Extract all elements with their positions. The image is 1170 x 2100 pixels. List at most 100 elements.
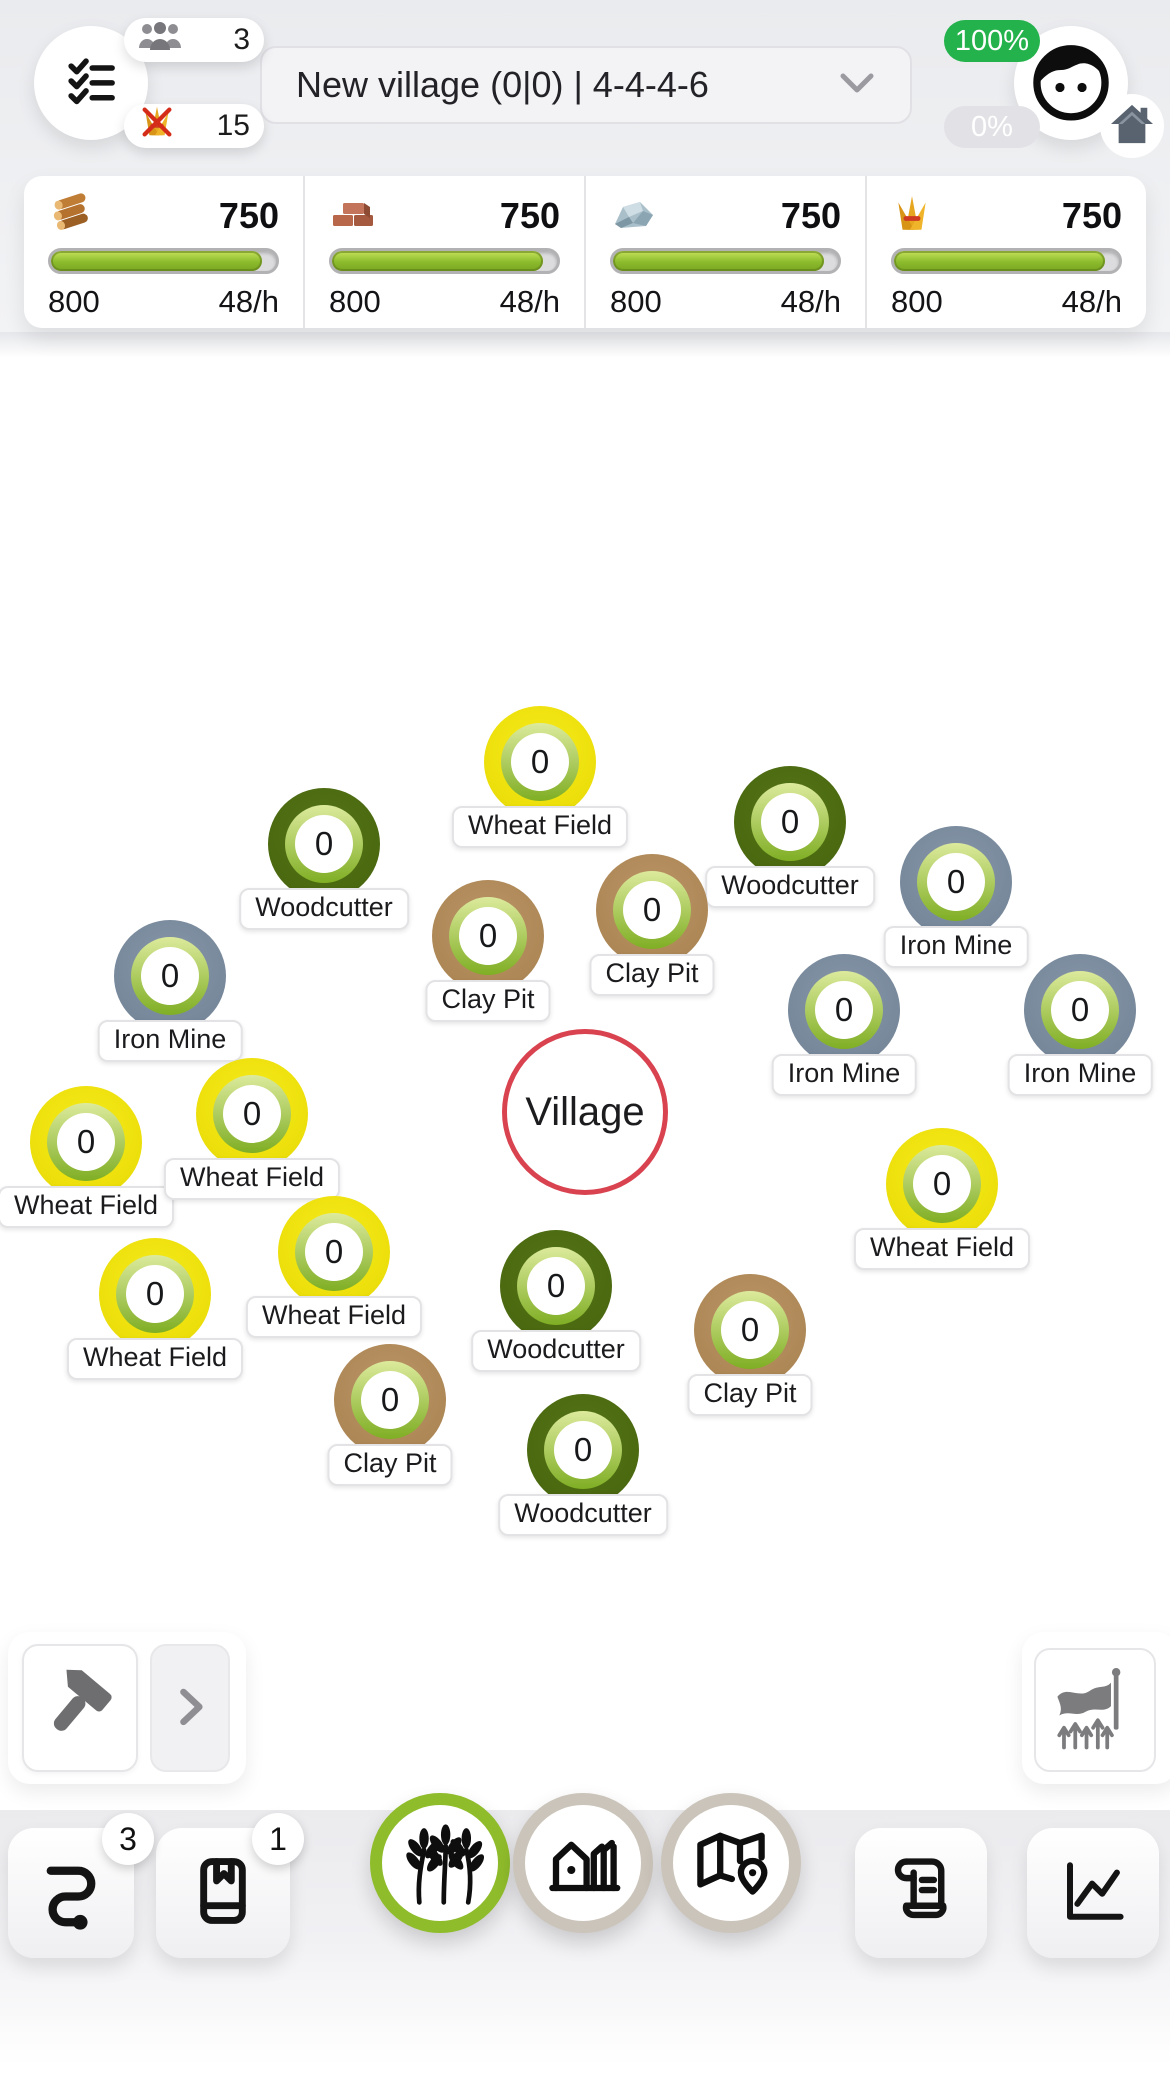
field-label: Woodcutter [239,888,409,930]
crop-warning-badge[interactable]: 15 [124,104,264,148]
field-label: Wheat Field [853,1228,1031,1270]
field-level-badge: 0 [285,805,363,883]
wood-rate: 48/h [218,284,279,319]
field-level-badge: 0 [751,783,829,861]
field-level-badge: 0 [47,1103,125,1181]
home-button[interactable] [1100,94,1164,158]
troops-button[interactable] [1034,1648,1156,1772]
field-label: Wheat Field [163,1158,341,1200]
clay-amount: 750 [499,195,560,236]
field-label: Iron Mine [771,1054,917,1096]
field-label: Wheat Field [0,1186,175,1228]
village-center[interactable]: Village [502,1029,668,1195]
resource-field-clay[interactable]: 0 Clay Pit [687,1274,813,1416]
wood-capacity: 800 [48,284,100,319]
wood-amount: 750 [218,195,279,236]
nav-buildings-tab[interactable] [513,1793,653,1933]
resource-field-clay[interactable]: 0 Clay Pit [327,1344,453,1486]
resource-cell-clay[interactable]: 750 800 48/h [303,176,584,328]
clay-storage-bar [329,248,560,274]
resource-field-wheat[interactable]: 0 Wheat Field [853,1128,1031,1270]
scroll-icon [875,1845,967,1942]
wheat-icon [393,1814,487,1913]
field-level-badge: 0 [449,897,527,975]
wood-storage-bar [48,248,279,274]
quests-count: 1 [252,1813,304,1865]
village-selector[interactable]: New village (0|0) | 4-4-4-6 [260,46,912,124]
field-level-badge: 0 [805,971,883,1049]
chevron-down-icon [838,71,876,100]
resource-field-wood[interactable]: 0 Woodcutter [471,1230,641,1372]
nav-statistics-button[interactable] [1027,1828,1159,1958]
clay-capacity: 800 [329,284,381,319]
iron-capacity: 800 [610,284,662,319]
resource-bar: 750 800 48/h 750 800 48 [24,176,1146,328]
field-label: Clay Pit [425,980,551,1022]
nav-reports-button[interactable] [855,1828,987,1958]
field-level-badge: 0 [501,723,579,801]
iron-amount: 750 [780,195,841,236]
field-level-badge: 0 [351,1361,429,1439]
members-count: 3 [233,23,250,56]
resource-field-wheat[interactable]: 0 Wheat Field [451,706,629,848]
resource-cell-crop[interactable]: 750 800 48/h [865,176,1146,328]
field-label: Clay Pit [589,954,715,996]
crop-rate: 48/h [1061,284,1122,319]
field-label: Clay Pit [327,1444,453,1486]
resource-field-clay[interactable]: 0 Clay Pit [425,880,551,1022]
resource-field-wood[interactable]: 0 Woodcutter [498,1394,668,1536]
field-label: Wheat Field [245,1296,423,1338]
progress-percent-badge: 0% [944,106,1040,148]
resource-field-wood[interactable]: 0 Woodcutter [239,788,409,930]
clay-rate: 48/h [499,284,560,319]
crop-capacity: 800 [891,284,943,319]
iron-storage-bar [610,248,841,274]
resource-field-iron[interactable]: 0 Iron Mine [771,954,917,1096]
toolbar-expand-button[interactable] [150,1644,230,1772]
field-level-badge: 0 [116,1255,194,1333]
resource-field-iron[interactable]: 0 Iron Mine [1007,954,1153,1096]
resource-cell-wood[interactable]: 750 800 48/h [24,176,303,328]
resource-field-wheat[interactable]: 0 Wheat Field [245,1196,423,1338]
field-level-badge: 0 [544,1411,622,1489]
chevron-right-icon [162,1678,218,1739]
field-level-badge: 0 [517,1247,595,1325]
nav-resources-tab[interactable] [370,1793,510,1933]
chart-icon [1047,1845,1139,1942]
field-label: Clay Pit [687,1374,813,1416]
clay-icon [329,192,377,241]
resource-field-wheat[interactable]: 0 Wheat Field [163,1058,341,1200]
field-label: Woodcutter [498,1494,668,1536]
route-icon [25,1845,117,1942]
field-label: Woodcutter [471,1330,641,1372]
field-level-badge: 0 [295,1213,373,1291]
field-label: Wheat Field [66,1338,244,1380]
crop-storage-bar [891,248,1122,274]
avatar[interactable] [1014,26,1128,140]
health-percent-badge: 100% [944,20,1040,62]
crop-x-icon [138,103,176,149]
field-level-badge: 0 [131,937,209,1015]
resource-cell-iron[interactable]: 750 800 48/h [584,176,865,328]
field-level-badge: 0 [1041,971,1119,1049]
field-label: Iron Mine [883,926,1029,968]
field-level-badge: 0 [711,1291,789,1369]
resource-field-wheat[interactable]: 0 Wheat Field [0,1086,175,1228]
members-badge[interactable]: 3 [124,18,264,62]
resource-field-clay[interactable]: 0 Clay Pit [589,854,715,996]
resource-field-wheat[interactable]: 0 Wheat Field [66,1238,244,1380]
iron-rate: 48/h [780,284,841,319]
header-shadow [0,332,1170,358]
wood-icon [48,192,96,241]
build-queue-button[interactable] [22,1644,138,1772]
buildings-icon [538,1816,628,1911]
field-level-badge: 0 [917,843,995,921]
iron-icon [610,192,658,241]
field-label: Iron Mine [97,1020,243,1062]
resource-field-wood[interactable]: 0 Woodcutter [705,766,875,908]
resource-field-iron[interactable]: 0 Iron Mine [883,826,1029,968]
nav-map-tab[interactable] [661,1793,801,1933]
checklist-icon [60,50,122,117]
resource-field-iron[interactable]: 0 Iron Mine [97,920,243,1062]
